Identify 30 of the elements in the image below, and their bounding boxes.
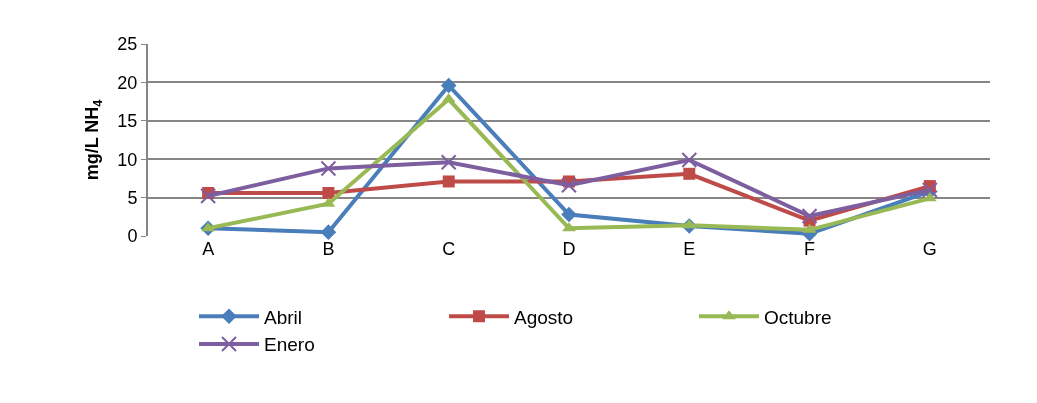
x-tick-label: F [804, 239, 816, 259]
y-tick-label: 0 [127, 226, 138, 247]
legend-label: Octubre [764, 306, 832, 328]
x-tick-label: E [683, 239, 696, 259]
point [801, 208, 818, 225]
point [200, 188, 217, 205]
point [440, 154, 457, 171]
point [442, 175, 455, 188]
legend-label: Enero [264, 334, 315, 356]
x-tick-label: D [562, 239, 576, 259]
y-tick-label: 15 [117, 111, 138, 132]
y-tick-label: 5 [127, 187, 138, 208]
legend-label: Abril [264, 306, 303, 328]
x-tick-label: C [442, 239, 456, 259]
point [561, 206, 577, 223]
x-tick-label: B [322, 239, 335, 259]
point [681, 151, 698, 168]
point [562, 222, 576, 232]
y-tick-label: 20 [117, 72, 138, 93]
point [440, 77, 457, 94]
point [320, 224, 337, 240]
point [322, 186, 335, 199]
point [683, 167, 696, 180]
point [561, 177, 577, 194]
x-tick-label: G [922, 239, 937, 259]
x-tick-label: A [202, 239, 215, 259]
legend-label: Agosto [514, 306, 574, 328]
y-tick-label: 25 [117, 34, 138, 55]
y-tick-label: 10 [117, 149, 138, 170]
point [320, 160, 337, 177]
